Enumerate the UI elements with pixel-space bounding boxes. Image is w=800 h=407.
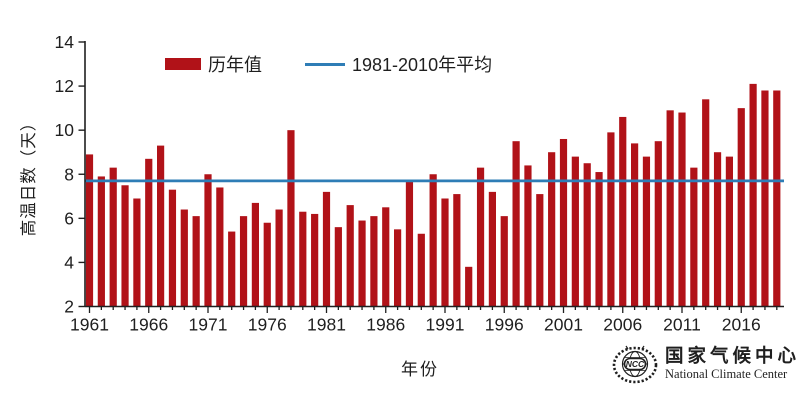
x-tick-label-2016: 2016 bbox=[722, 315, 761, 335]
bar-2005 bbox=[607, 132, 615, 307]
bar-1968 bbox=[168, 189, 177, 307]
x-tick-label-1961: 1961 bbox=[70, 315, 109, 335]
bar-1983 bbox=[346, 205, 354, 307]
bar-1982 bbox=[334, 227, 342, 307]
bar-1972 bbox=[216, 187, 224, 307]
legend-line-swatch bbox=[305, 62, 345, 66]
bar-2019 bbox=[773, 90, 781, 307]
y-tick-label-12: 12 bbox=[55, 76, 74, 96]
bar-2010 bbox=[666, 110, 674, 307]
bar-1975 bbox=[251, 202, 259, 307]
x-tick-label-2001: 2001 bbox=[544, 315, 583, 335]
y-tick-label-10: 10 bbox=[55, 120, 75, 140]
bar-1979 bbox=[299, 211, 307, 307]
bar-1994 bbox=[476, 167, 485, 307]
legend-line-label: 1981-2010年平均 bbox=[352, 55, 493, 75]
bar-1991 bbox=[441, 198, 449, 307]
bar-1967 bbox=[157, 145, 165, 307]
bar-2011 bbox=[678, 112, 686, 307]
bar-2016 bbox=[737, 108, 745, 307]
bar-1974 bbox=[239, 216, 248, 307]
org-name-english: National Climate Center bbox=[665, 367, 788, 382]
bar-2015 bbox=[725, 156, 733, 307]
bar-1962 bbox=[97, 176, 105, 307]
bar-2013 bbox=[702, 99, 710, 307]
y-tick-label-14: 14 bbox=[55, 32, 75, 52]
bar-2014 bbox=[713, 152, 722, 307]
bar-2008 bbox=[642, 156, 651, 307]
x-tick-label-1986: 1986 bbox=[366, 315, 405, 335]
x-tick-label-1976: 1976 bbox=[248, 315, 287, 335]
bar-1966 bbox=[145, 158, 153, 307]
bar-1984 bbox=[358, 220, 366, 307]
bar-1995 bbox=[488, 191, 496, 307]
y-tick-label-2: 2 bbox=[64, 297, 74, 317]
bar-1976 bbox=[263, 222, 271, 307]
bar-2006 bbox=[619, 116, 627, 307]
bar-1988 bbox=[405, 180, 414, 307]
bar-1970 bbox=[192, 216, 200, 307]
bar-1989 bbox=[417, 233, 425, 307]
bar-1973 bbox=[228, 231, 236, 307]
bar-1986 bbox=[382, 207, 390, 307]
x-tick-label-1966: 1966 bbox=[129, 315, 168, 335]
x-tick-label-1981: 1981 bbox=[307, 315, 346, 335]
bar-1996 bbox=[500, 216, 508, 307]
ncc-emblem-icon: NCC bbox=[612, 345, 658, 384]
legend-item-annual-values: 历年值 bbox=[165, 54, 262, 75]
bar-1987 bbox=[394, 229, 402, 307]
bar-2003 bbox=[583, 163, 591, 307]
legend-item-average-line: 1981-2010年平均 bbox=[305, 54, 493, 75]
y-tick-label-4: 4 bbox=[64, 252, 74, 272]
bar-2007 bbox=[631, 143, 639, 307]
bar-1985 bbox=[370, 216, 378, 307]
bar-1980 bbox=[311, 213, 319, 307]
bar-2004 bbox=[595, 172, 603, 307]
x-tick-label-1996: 1996 bbox=[485, 315, 524, 335]
svg-text:NCC: NCC bbox=[626, 359, 645, 369]
bar-1977 bbox=[275, 209, 283, 307]
legend-bar-swatch bbox=[165, 58, 201, 70]
bar-2017 bbox=[749, 83, 757, 307]
bar-1965 bbox=[133, 198, 141, 307]
bar-1981 bbox=[322, 191, 331, 307]
legend-bar-label: 历年值 bbox=[208, 55, 262, 75]
bar-2012 bbox=[690, 167, 698, 307]
bar-2001 bbox=[559, 138, 568, 307]
bar-1971 bbox=[204, 174, 212, 307]
bar-2002 bbox=[571, 156, 579, 307]
y-tick-label-8: 8 bbox=[64, 164, 74, 184]
bar-1964 bbox=[121, 185, 129, 307]
bar-1990 bbox=[429, 174, 437, 307]
bar-1993 bbox=[465, 266, 473, 307]
national-climate-center-logo: NCC 国家气候中心 National Climate Center bbox=[612, 341, 800, 387]
bar-1997 bbox=[512, 141, 520, 307]
bar-1998 bbox=[524, 165, 532, 307]
bar-1999 bbox=[536, 194, 544, 307]
bar-1969 bbox=[180, 209, 188, 307]
x-tick-label-1991: 1991 bbox=[426, 315, 465, 335]
bar-1961 bbox=[85, 154, 94, 307]
y-axis-title: 高温日数（天） bbox=[20, 113, 38, 237]
bar-1978 bbox=[287, 130, 295, 307]
y-tick-label-6: 6 bbox=[64, 208, 74, 228]
bar-1963 bbox=[109, 167, 117, 307]
x-tick-label-1971: 1971 bbox=[189, 315, 228, 335]
x-tick-label-2006: 2006 bbox=[603, 315, 642, 335]
x-axis-title: 年份 bbox=[401, 360, 439, 379]
bar-2018 bbox=[761, 90, 769, 307]
x-tick-label-2011: 2011 bbox=[663, 315, 701, 335]
bar-2009 bbox=[654, 141, 662, 307]
bar-1992 bbox=[453, 194, 461, 307]
bar-2000 bbox=[548, 152, 556, 307]
org-name-chinese: 国家气候中心 bbox=[665, 345, 800, 367]
